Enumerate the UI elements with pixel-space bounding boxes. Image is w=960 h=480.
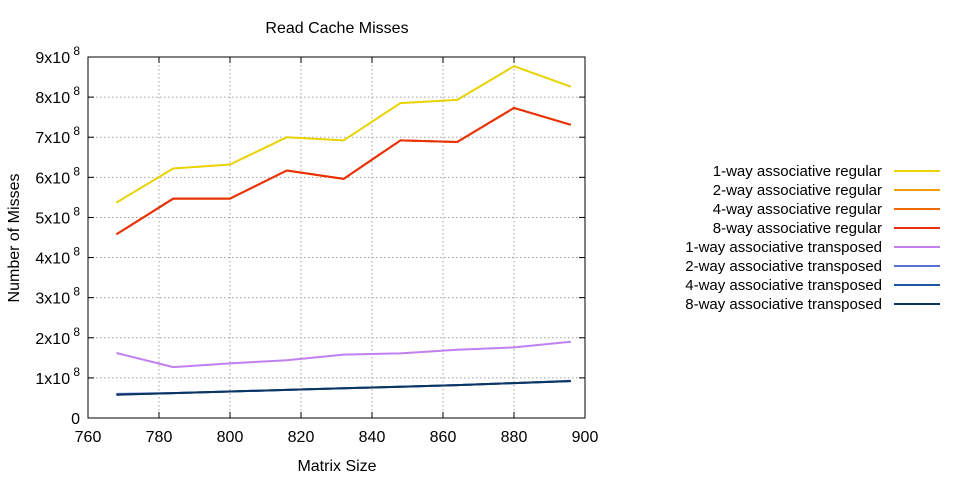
y-tick-exponent: 8 [73, 124, 80, 138]
plot-frame [87, 56, 586, 419]
y-tick-exponent: 8 [73, 325, 80, 339]
y-tick-exponent: 8 [73, 84, 80, 98]
x-tick-label: 840 [359, 429, 386, 446]
y-tick-exponent: 8 [73, 44, 80, 58]
y-tick-mantissa: 0 [71, 411, 80, 428]
y-tick-label: 8x10 8 [35, 84, 80, 107]
y-tick-exponent: 8 [73, 365, 80, 379]
x-tick-label: 800 [217, 429, 244, 446]
y-tick-exponent: 8 [73, 285, 80, 299]
y-tick-label: 7x10 8 [35, 124, 80, 147]
x-axis-label: Matrix Size [297, 458, 376, 475]
legend-label: 4-way associative regular [713, 201, 882, 218]
x-tick-label: 780 [146, 429, 173, 446]
y-tick-label: 3x10 8 [35, 285, 80, 308]
legend-label: 8-way associative regular [713, 220, 882, 237]
y-tick-label: 1x10 8 [35, 365, 80, 388]
y-tick-label: 4x10 8 [35, 245, 80, 268]
legend: 1-way associative regular 2-way associati… [685, 163, 940, 313]
y-tick-mantissa: 5x10 [35, 210, 70, 227]
legend-label: 4-way associative transposed [685, 277, 882, 294]
legend-label: 2-way associative transposed [685, 258, 882, 275]
x-tick-label: 860 [430, 429, 457, 446]
series-line-2 [115, 106, 572, 236]
chart-title: Read Cache Misses [265, 20, 408, 37]
y-tick-label: 5x10 8 [35, 204, 80, 227]
legend-label: 1-way associative transposed [685, 239, 882, 256]
series-line-4 [115, 106, 572, 236]
x-tick-label: 760 [75, 429, 102, 446]
y-tick-mantissa: 7x10 [35, 130, 70, 147]
y-tick-exponent: 8 [73, 204, 80, 218]
y-tick-mantissa: 9x10 [35, 50, 70, 67]
legend-label: 8-way associative transposed [685, 296, 882, 313]
series-line-8 [116, 380, 571, 396]
legend-label: 1-way associative regular [713, 163, 882, 180]
y-tick-label: 9x10 8 [35, 44, 80, 67]
y-tick-mantissa: 8x10 [35, 90, 70, 107]
y-tick-exponent: 8 [73, 164, 80, 178]
y-tick-exponent: 8 [73, 245, 80, 259]
legend-label: 2-way associative regular [713, 182, 882, 199]
series-line-1 [115, 65, 572, 204]
series-line-5 [116, 340, 571, 369]
y-axis-label: Number of Misses [6, 174, 23, 303]
x-tick-label: 900 [572, 429, 599, 446]
y-tick-label: 2x10 8 [35, 325, 80, 348]
y-tick-mantissa: 3x10 [35, 291, 70, 308]
y-tick-label: 0 [71, 411, 80, 428]
x-tick-label: 880 [501, 429, 528, 446]
y-tick-mantissa: 2x10 [35, 331, 70, 348]
y-tick-label: 6x10 8 [35, 164, 80, 187]
y-tick-mantissa: 1x10 [35, 371, 70, 388]
x-tick-label: 820 [288, 429, 315, 446]
y-tick-mantissa: 4x10 [35, 251, 70, 268]
series-lines [115, 65, 572, 396]
series-line-3 [115, 106, 572, 236]
y-tick-mantissa: 6x10 [35, 170, 70, 187]
